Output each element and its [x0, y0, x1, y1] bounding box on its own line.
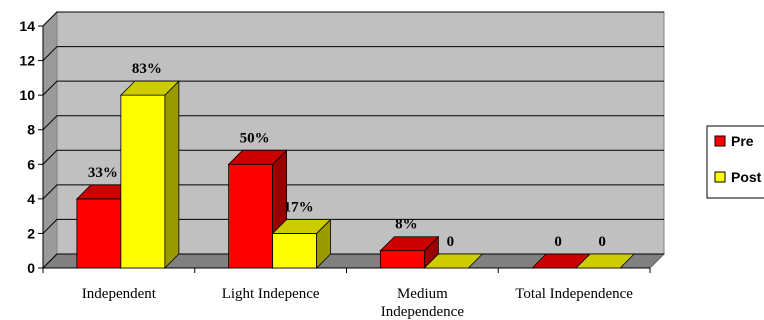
y-tick-label: 14	[19, 18, 35, 34]
legend-swatch	[714, 135, 726, 147]
bar-front	[379, 250, 425, 269]
gridline	[42, 184, 664, 200]
gridline	[42, 46, 664, 61]
gridlines	[42, 11, 664, 269]
y-tick-label: 6	[27, 156, 35, 172]
gridline	[42, 11, 664, 27]
data-label: 50%	[240, 130, 270, 146]
y-tick-label: 8	[27, 122, 35, 138]
gridline	[42, 149, 664, 165]
bar-post	[423, 253, 484, 269]
data-label: 0	[598, 234, 606, 250]
bar-post	[271, 218, 332, 269]
x-category-label: Light Indepence	[222, 286, 320, 302]
bar-post	[575, 253, 636, 269]
x-category-label: Independent	[82, 286, 157, 302]
legend-label: Pre	[731, 133, 754, 149]
legend-swatch	[714, 171, 726, 183]
y-tick-label: 12	[19, 53, 35, 69]
data-label: 17%	[284, 199, 314, 215]
bars	[75, 80, 636, 269]
bar-top	[227, 149, 288, 165]
bar-front	[272, 233, 318, 269]
gridline	[42, 115, 664, 131]
y-tick-label: 2	[27, 225, 35, 241]
bar-side	[164, 80, 180, 269]
bar-top	[379, 236, 440, 252]
bar-pre	[379, 235, 440, 269]
bar-top	[423, 253, 484, 269]
side-wall	[42, 10, 58, 270]
bar-post	[119, 80, 180, 269]
data-label: 0	[447, 234, 455, 250]
data-labels: 33% 83% 50% 17% 8% 0 0 0	[88, 61, 606, 250]
data-label: 83%	[132, 61, 162, 77]
x-category-label: Total Independence	[515, 286, 633, 302]
bar-front	[228, 163, 274, 269]
data-label: 33%	[88, 165, 118, 181]
data-label: 0	[554, 234, 562, 250]
bar-top	[119, 80, 180, 96]
y-tick-label: 4	[27, 191, 35, 207]
bar-top	[575, 253, 636, 269]
y-tick-label: 10	[19, 87, 35, 103]
legend-label: Post	[731, 169, 762, 185]
bar-top	[271, 219, 332, 234]
gridline	[42, 80, 664, 96]
data-label: 8%	[395, 217, 418, 233]
gridline	[42, 218, 664, 234]
legend: Pre Post	[706, 125, 764, 199]
x-category-label: Medium	[397, 286, 448, 302]
y-tick-label: 0	[27, 260, 35, 276]
bar-pre	[227, 149, 288, 269]
x-category-label: Independence	[381, 304, 465, 320]
bar-front	[76, 198, 122, 269]
bar-front	[120, 94, 166, 269]
